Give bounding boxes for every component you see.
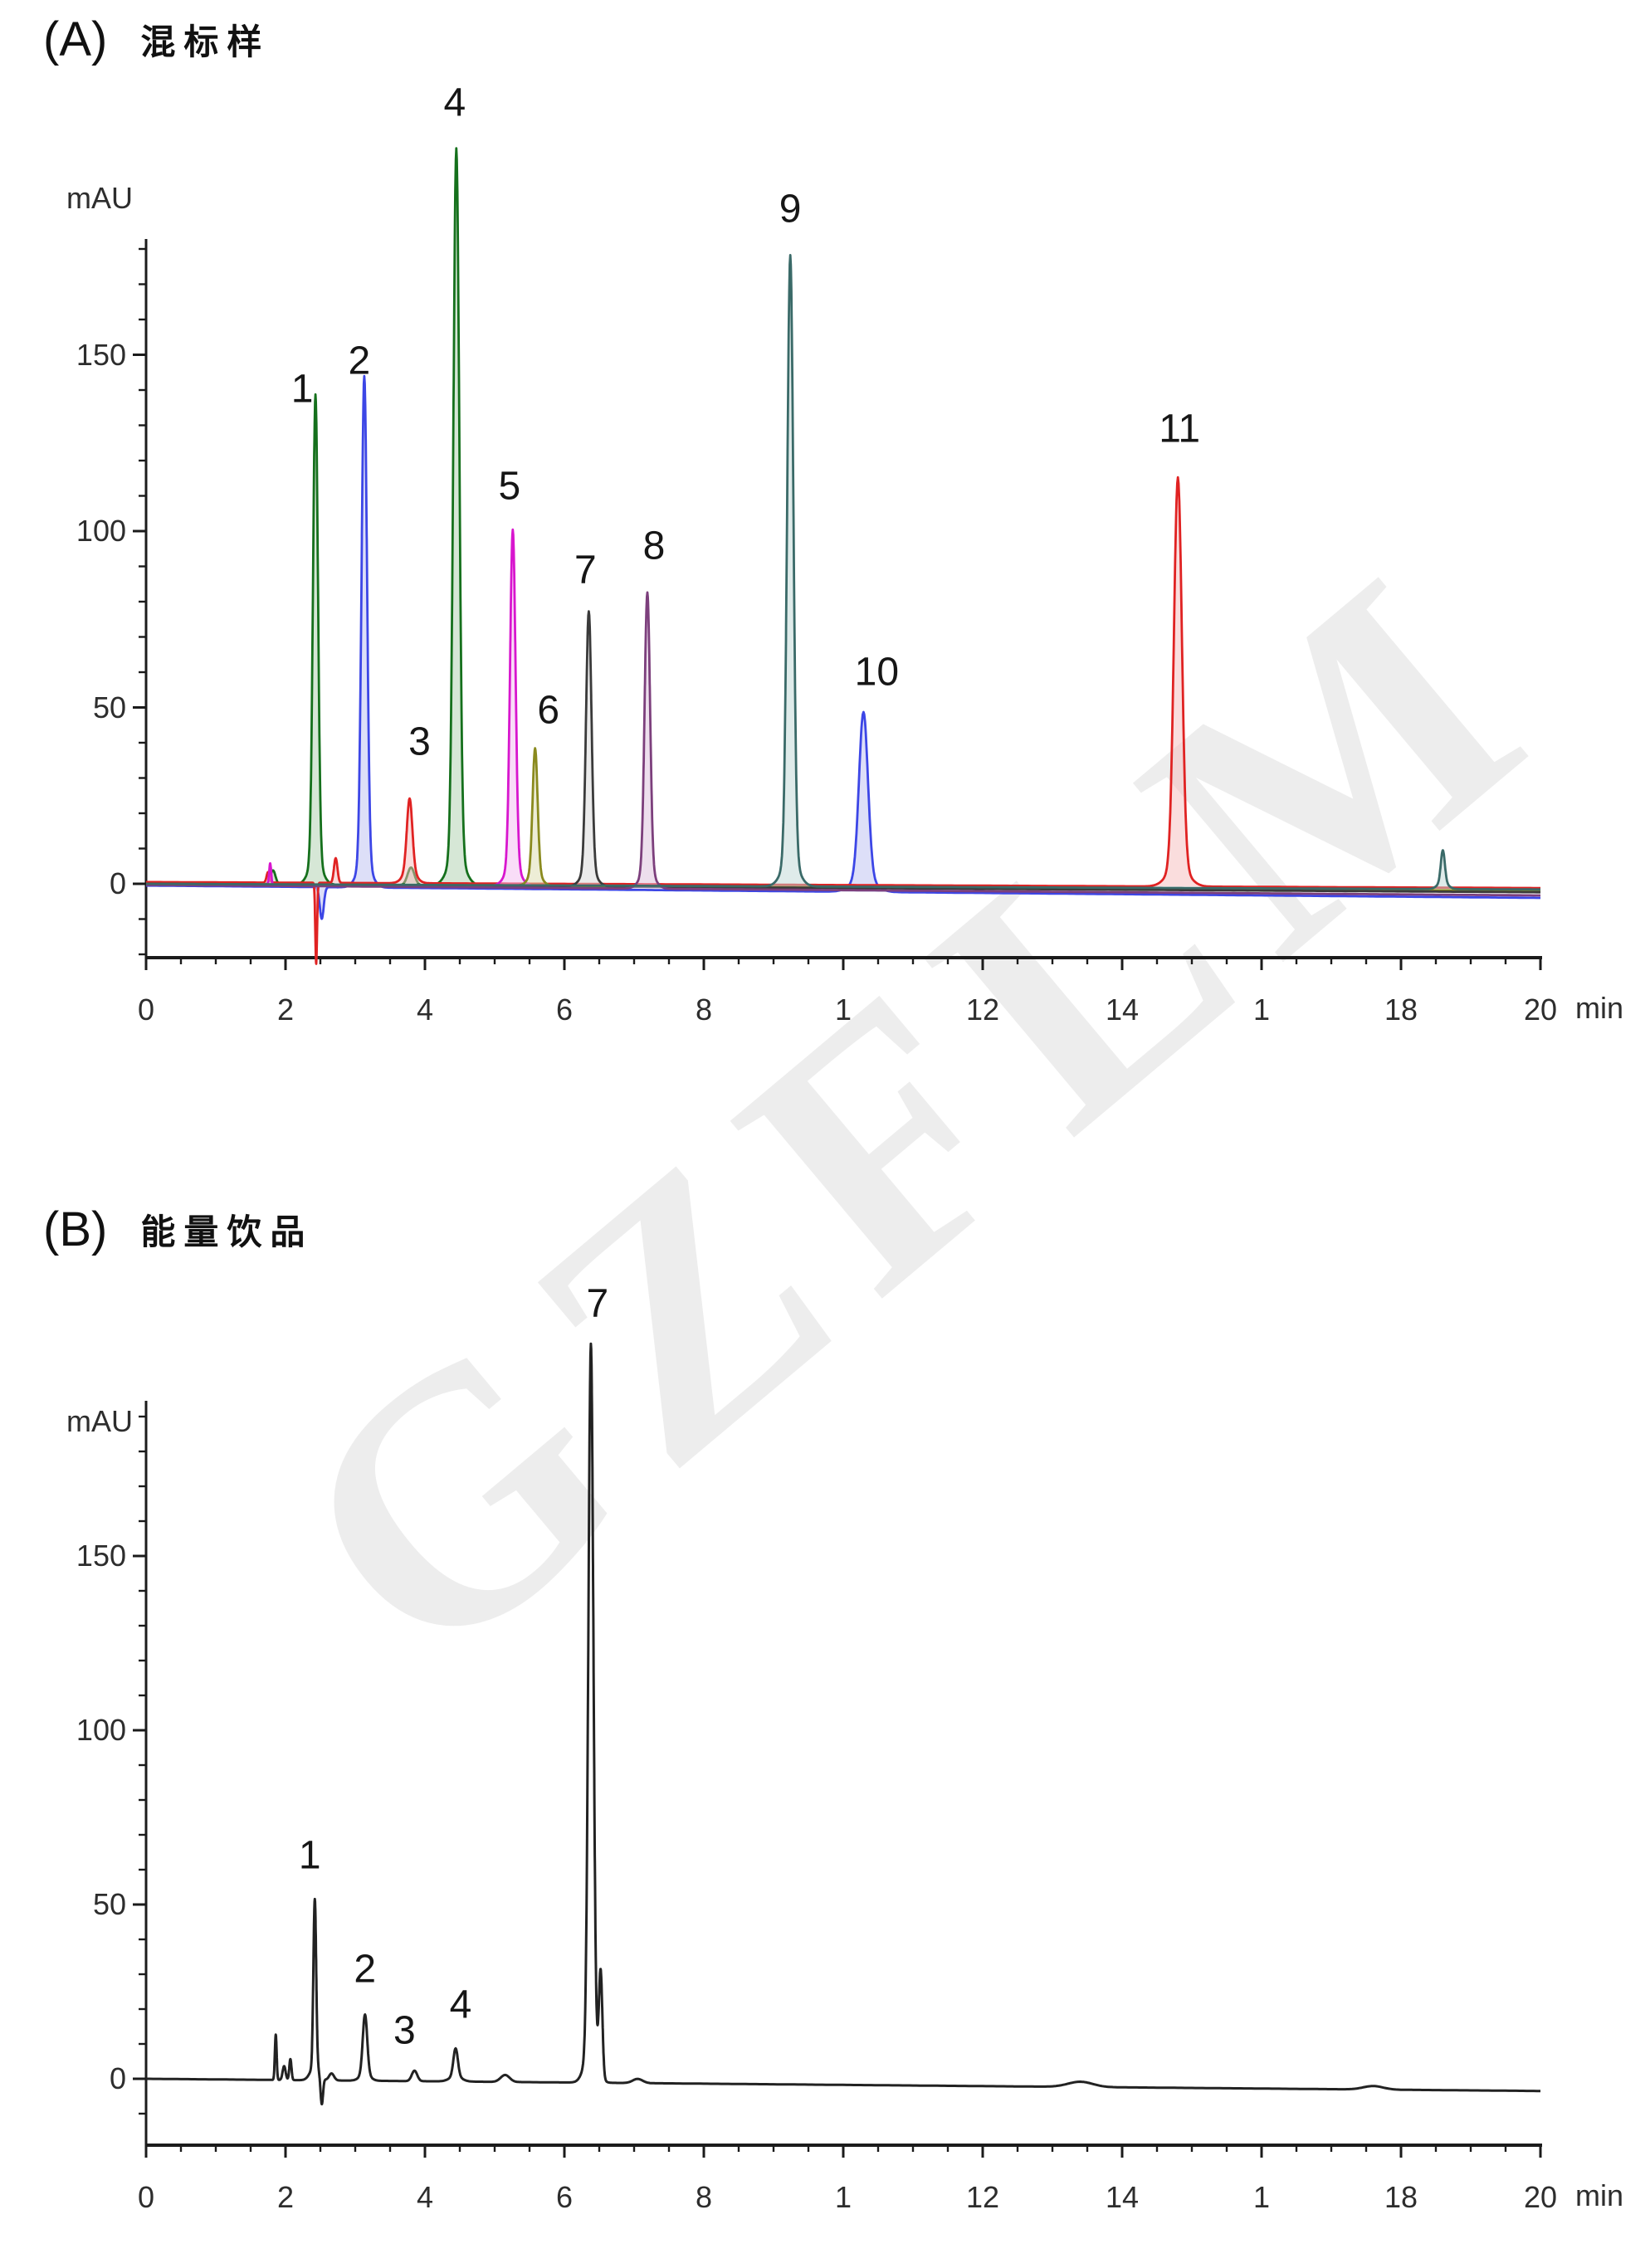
panel-A-x-tick-label: 20	[1523, 993, 1558, 1027]
peak-label-A-6: 6	[537, 688, 560, 733]
peak-label-A-11: 11	[1159, 407, 1201, 451]
trace-fill-A-green	[146, 148, 1540, 891]
panel-B-x-tick-label: 1	[1252, 2180, 1271, 2214]
peak-label-A-3: 3	[408, 719, 431, 764]
peak-label-B-1: 1	[298, 1833, 321, 1878]
panel-b-title-letter: (B)	[43, 1202, 108, 1256]
panel-A-x-tick-label: 12	[965, 993, 1000, 1027]
peak-label-A-9: 9	[779, 187, 802, 232]
panel-B-x-tick-label: 20	[1523, 2180, 1558, 2214]
panel-b-y-unit-label: mAU	[66, 1404, 133, 1438]
panel-B-x-tick-label: 12	[965, 2180, 1000, 2214]
panel-B-y-tick-label: 150	[76, 1539, 126, 1573]
panel-A-x-tick-label: 6	[555, 993, 574, 1027]
panel-B-x-tick-label: 1	[834, 2180, 852, 2214]
panel-B-x-tick-label: 8	[695, 2180, 713, 2214]
peak-label-A-2: 2	[348, 339, 371, 383]
peak-label-B-4: 4	[449, 1983, 472, 2027]
panel-b-x-unit-label: min	[1575, 2178, 1624, 2212]
peak-label-B-3: 3	[393, 2008, 416, 2053]
trace-A-black	[146, 610, 1540, 894]
panel-A-x-tick-label: 1	[834, 993, 852, 1027]
panel-a-y-unit-label: mAU	[66, 181, 133, 215]
panel-B-x-tick-label: 0	[137, 2180, 155, 2214]
panel-A-x-tick-label: 4	[416, 993, 434, 1027]
panel-A-x-tick-label: 0	[137, 993, 155, 1027]
trace-A-magenta	[146, 528, 1541, 893]
peak-label-B-2: 2	[354, 1947, 377, 1991]
panel-A-x-tick-label: 18	[1384, 993, 1418, 1027]
panel-A-x-tick-label: 2	[276, 993, 295, 1027]
panel-B-x-tick-label: 14	[1105, 2180, 1140, 2214]
peak-label-A-8: 8	[642, 524, 666, 568]
panel-a-title-letter: (A)	[43, 12, 108, 66]
panel-A-y-tick-label: 0	[109, 866, 126, 900]
panel-B-y-tick-label: 50	[92, 1887, 126, 1921]
panel-A-x-tick-label: 8	[695, 993, 713, 1027]
panel-A-x-tick-label: 14	[1105, 993, 1140, 1027]
peak-label-B-7: 7	[586, 1281, 609, 1326]
peak-label-A-5: 5	[498, 464, 521, 509]
trace-fill-A-blue	[146, 376, 1540, 919]
panel-B-x-tick-label: 18	[1384, 2180, 1418, 2214]
panel-a-x-unit-label: min	[1575, 991, 1624, 1025]
peak-label-A-7: 7	[574, 548, 597, 593]
panel-B-x-tick-label: 2	[276, 2180, 295, 2214]
trace-B-sample	[146, 1342, 1540, 2106]
panel-b-title-text: 能量饮品	[140, 1212, 314, 1251]
panel-B-x-tick-label: 4	[416, 2180, 434, 2214]
trace-fill-A-purple	[146, 592, 1540, 895]
trace-A-blue	[145, 374, 1540, 920]
trace-A-teal	[146, 254, 1540, 891]
panel-A-x-tick-label: 1	[1252, 993, 1271, 1027]
panel-a-title: (A) 混标样	[43, 12, 270, 67]
peak-label-A-4: 4	[443, 80, 466, 125]
panel-A-y-tick-label: 100	[76, 514, 126, 548]
panel-A-y-tick-label: 150	[76, 337, 126, 372]
panel-a-title-text: 混标样	[140, 22, 271, 61]
trace-fill-A-magenta	[146, 529, 1540, 892]
peak-label-A-1: 1	[290, 367, 314, 412]
panel-b-title: (B) 能量饮品	[43, 1202, 313, 1257]
trace-A-purple	[146, 591, 1540, 897]
trace-A-green	[146, 147, 1540, 892]
panel-B-y-tick-label: 100	[76, 1713, 126, 1747]
panel-B-y-tick-label: 0	[109, 2061, 126, 2095]
panel-A-y-tick-label: 50	[92, 690, 126, 724]
trace-fill-A-black	[146, 611, 1540, 893]
panel-B-x-tick-label: 6	[555, 2180, 574, 2214]
peak-label-A-10: 10	[854, 650, 900, 695]
trace-A-red	[146, 476, 1540, 965]
